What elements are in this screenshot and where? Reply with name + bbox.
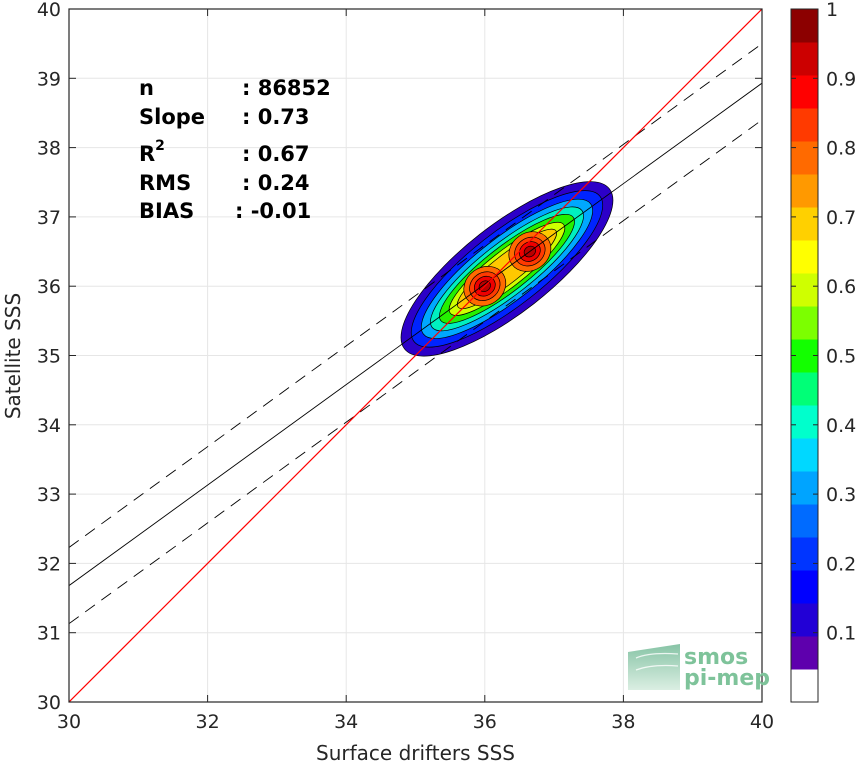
- stats-box: n : 86852 Slope : 0.73 R2 : 0.67 RMS : 0…: [139, 76, 331, 223]
- density-contours: [400, 181, 614, 357]
- colorbar-segment: [791, 141, 818, 175]
- reference-lines: [69, 9, 762, 702]
- colorbar-tick-label: 0.6: [826, 276, 856, 298]
- colorbar-segment: [791, 570, 818, 604]
- colorbar-tick-label: 0.3: [826, 484, 856, 506]
- stat-rms-label: RMS: [139, 171, 191, 195]
- colorbar-segment: [791, 372, 818, 406]
- identity-line: [69, 9, 762, 702]
- x-tick-label: 30: [57, 711, 81, 733]
- y-tick-label: 38: [37, 138, 61, 160]
- stat-bias-value: : -0.01: [235, 199, 311, 223]
- colorbar-segment: [791, 75, 818, 109]
- colorbar-tick-label: 0.9: [826, 68, 856, 90]
- regression-bound-line: [69, 119, 762, 625]
- stat-n-label: n: [139, 76, 154, 100]
- colorbar-tick-label: 0.2: [826, 553, 856, 575]
- stat-slope-label: Slope: [139, 105, 205, 129]
- colorbar-tick-label: 0.5: [826, 346, 856, 368]
- y-tick-label: 40: [37, 0, 61, 21]
- logo-line1: smos: [684, 645, 748, 670]
- stat-r2-value: : 0.67: [242, 142, 310, 166]
- colorbar-segment: [791, 669, 818, 703]
- stat-r2-label: R2: [139, 138, 165, 166]
- x-axis-label: Surface drifters SSS: [316, 741, 515, 764]
- colorbar-segment: [791, 636, 818, 670]
- y-tick-label: 32: [37, 553, 61, 575]
- colorbar-tick-label: 0.7: [826, 207, 856, 229]
- y-tick-label: 34: [37, 415, 61, 437]
- colorbar-tick-label: 0.1: [826, 623, 856, 645]
- colorbar-segment: [791, 405, 818, 439]
- x-tick-label: 36: [473, 711, 497, 733]
- colorbar-segment: [791, 42, 818, 76]
- colorbar-segment: [791, 306, 818, 340]
- x-tick-label: 34: [334, 711, 358, 733]
- y-tick-label: 37: [37, 207, 61, 229]
- colorbar-segment: [791, 174, 818, 208]
- stat-rms-value: : 0.24: [242, 171, 310, 195]
- y-tick-label: 36: [37, 276, 61, 298]
- regression-line: [69, 82, 762, 586]
- y-tick-label: 31: [37, 623, 61, 645]
- colorbar-segment: [791, 207, 818, 241]
- stat-slope-value: : 0.73: [242, 105, 310, 129]
- colorbar-segment: [791, 9, 818, 43]
- y-tick-label: 30: [37, 692, 61, 714]
- stat-bias-label: BIAS: [139, 199, 194, 223]
- regression-bound-line: [69, 43, 762, 548]
- colorbar-segment: [791, 438, 818, 472]
- y-tick-label: 35: [37, 346, 61, 368]
- colorbar-segment: [791, 504, 818, 538]
- colorbar-tick-label: 1: [826, 0, 838, 21]
- stat-n-value: : 86852: [242, 76, 331, 100]
- y-tick-label: 39: [37, 68, 61, 90]
- y-axis-label: Satellite SSS: [1, 293, 25, 419]
- colorbar-tick-label: 0.8: [826, 138, 856, 160]
- colorbar-segment: [791, 240, 818, 274]
- colorbar-segment: [791, 273, 818, 307]
- colorbar-segment: [791, 537, 818, 571]
- y-tick-label: 33: [37, 484, 61, 506]
- colorbar: 0.1 0.2 0.3 0.4 0.5 0.6 0.7 0.8 0.9 1: [790, 0, 856, 703]
- colorbar-segment: [791, 471, 818, 505]
- logo-line2: pi-mep: [684, 666, 770, 691]
- x-tick-label: 32: [196, 711, 220, 733]
- axis-ticks: 30 32 34 36 38 40 30 31 32 33 34 35 36 37 38 39 40: [37, 0, 774, 733]
- logo-wave-icon: [628, 644, 680, 690]
- smos-pi-mep-logo: smos pi-mep: [628, 639, 770, 691]
- colorbar-segment: [791, 603, 818, 637]
- colorbar-tick-label: 0.4: [826, 415, 856, 437]
- colorbar-segment: [791, 108, 818, 142]
- x-tick-label: 40: [750, 711, 774, 733]
- plot-area: [69, 9, 762, 702]
- x-tick-label: 38: [611, 711, 635, 733]
